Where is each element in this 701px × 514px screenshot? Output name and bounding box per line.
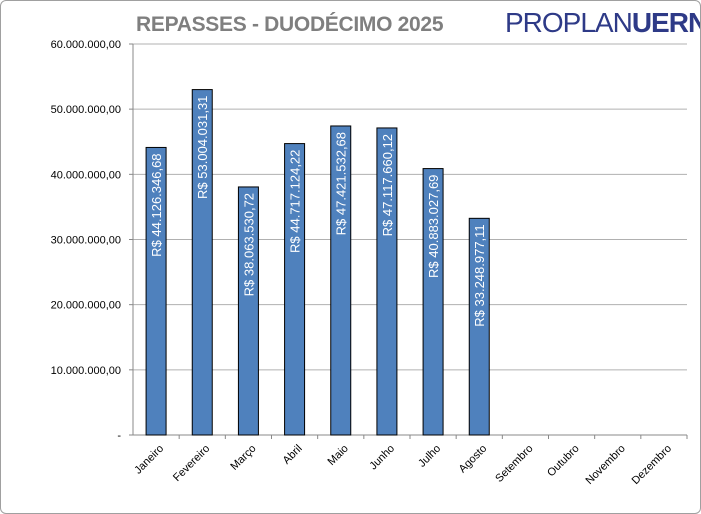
x-tick-label: Julho [416,443,443,470]
x-tick-label: Junho [367,443,397,473]
data-label: R$ 33.248.977,11 [472,224,487,326]
x-tick-label: Março [228,443,258,473]
bar [191,89,213,436]
x-tick-label: Janeiro [132,443,166,477]
bar [284,143,306,436]
x-tick-label: Novembro [584,443,628,487]
y-tick-label: 10.000.000,00 [51,365,121,377]
data-label: R$ 44.126.346,68 [149,153,164,256]
chart-title: REPASSES - DUODÉCIMO 2025 [136,13,444,36]
data-label: R$ 47.421.532,68 [334,132,349,235]
data-label: R$ 40.883.027,69 [426,175,441,278]
x-tick-label: Abril [281,443,305,467]
bar [330,125,352,436]
bar [237,186,259,436]
data-label: R$ 47.117.660,12 [380,134,395,236]
x-tick-label: Dezembro [630,443,674,487]
x-tick-label: Setembro [493,443,535,485]
y-tick-label: 40.000.000,00 [51,169,121,181]
x-tick-label: Fevereiro [171,443,212,484]
bar [468,217,490,436]
y-tick-label: 30.000.000,00 [51,235,121,247]
data-label: R$ 53.004.031,31 [195,96,210,199]
bar [422,168,444,436]
proplan-uern-logo: PROPLANUERN [505,7,701,38]
bar [145,146,167,436]
y-tick-label: 20.000.000,00 [51,300,121,312]
y-tick-label: - [117,430,121,442]
bar [376,127,398,436]
y-tick-label: 60.000.000,00 [51,39,121,51]
y-tick-label: 50.000.000,00 [51,104,121,116]
x-tick-label: Maio [326,443,351,468]
data-label: R$ 44.717.124,22 [288,150,303,253]
x-tick-label: Outubro [545,443,582,480]
x-tick-label: Agosto [457,443,490,476]
data-label: R$ 38.063.530,72 [241,193,256,296]
